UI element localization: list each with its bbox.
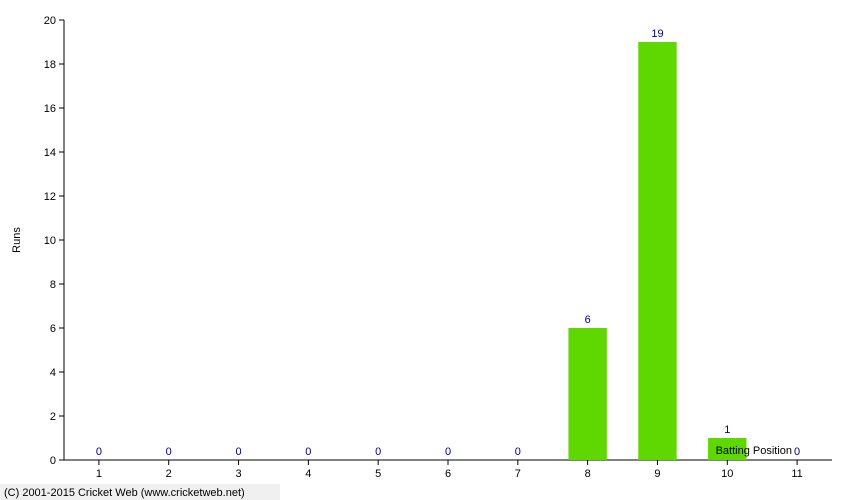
y-tick-label: 16 <box>44 103 56 115</box>
y-axis-label: Runs <box>11 227 23 253</box>
y-tick-label: 20 <box>44 15 56 27</box>
copyright-text: (C) 2001-2015 Cricket Web (www.cricketwe… <box>4 487 245 499</box>
bar-value-label: 0 <box>445 446 451 458</box>
y-tick-label: 10 <box>44 235 56 247</box>
x-tick-label: 4 <box>305 468 311 480</box>
bar <box>638 42 676 460</box>
chart-container: 02468101214161820 1234567891011 00000006… <box>0 0 850 500</box>
chart-background <box>0 0 850 500</box>
bar-value-label: 0 <box>235 446 241 458</box>
bar-value-label: 19 <box>651 28 663 40</box>
x-tick-label: 5 <box>375 468 381 480</box>
y-tick-label: 6 <box>50 323 56 335</box>
x-axis-label: Batting Position <box>716 445 792 457</box>
y-tick-label: 8 <box>50 279 56 291</box>
x-tick-label: 2 <box>166 468 172 480</box>
y-tick-label: 12 <box>44 191 56 203</box>
y-tick-label: 14 <box>44 147 56 159</box>
bar-value-label: 0 <box>305 446 311 458</box>
bar-value-label: 6 <box>585 314 591 326</box>
bar-value-label: 0 <box>794 446 800 458</box>
bar-value-label: 0 <box>375 446 381 458</box>
x-tick-label: 7 <box>515 468 521 480</box>
x-tick-label: 6 <box>445 468 451 480</box>
x-tick-label: 3 <box>235 468 241 480</box>
bar-value-label: 1 <box>724 424 730 436</box>
bar <box>568 328 606 460</box>
y-tick-label: 18 <box>44 59 56 71</box>
y-tick-label: 2 <box>50 411 56 423</box>
x-tick-label: 11 <box>791 468 802 480</box>
bar-chart: 02468101214161820 1234567891011 00000006… <box>0 0 850 500</box>
x-tick-label: 1 <box>96 468 102 480</box>
bar-value-label: 0 <box>96 446 102 458</box>
y-tick-label: 4 <box>50 367 56 379</box>
bar-value-label: 0 <box>515 446 521 458</box>
bar-value-label: 0 <box>166 446 172 458</box>
x-tick-label: 8 <box>585 468 591 480</box>
y-tick-label: 0 <box>50 455 56 467</box>
x-tick-label: 10 <box>721 468 733 480</box>
x-tick-label: 9 <box>654 468 660 480</box>
